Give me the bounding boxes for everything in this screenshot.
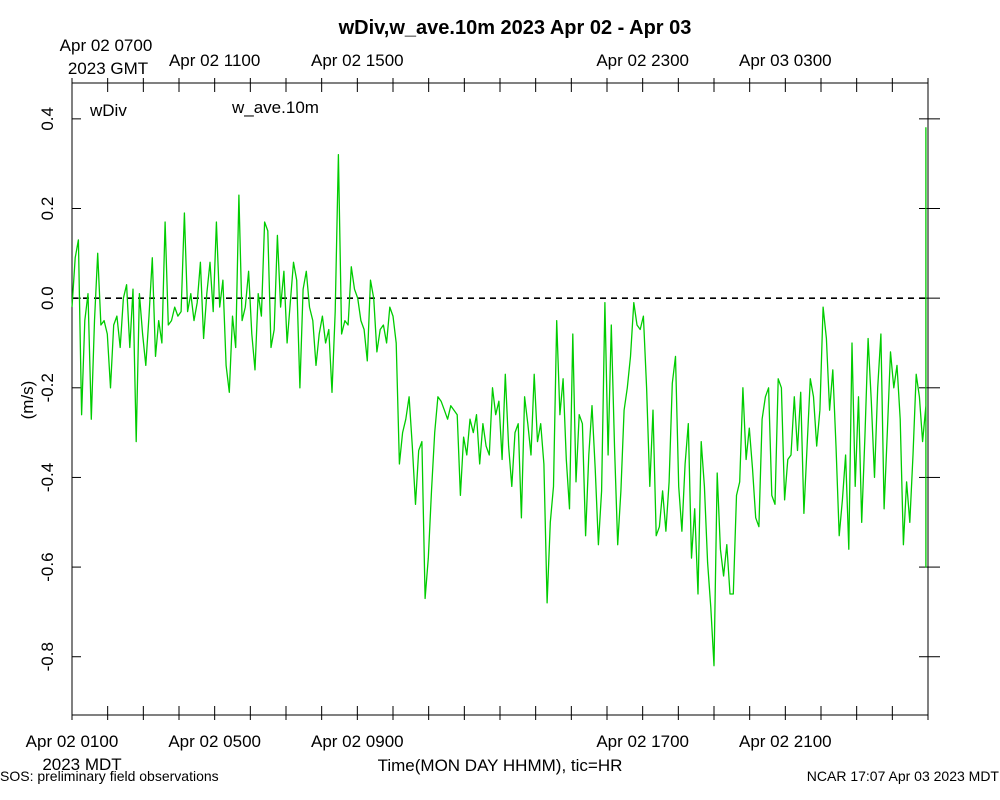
series-group	[71, 127, 927, 667]
bottom-axis-label: Apr 02 0500	[168, 732, 261, 751]
bottom-axis-label: Apr 02 2100	[739, 732, 832, 751]
bottom-axis-label: Apr 02 1700	[596, 732, 689, 751]
y-tick-label: 0.2	[38, 197, 57, 221]
y-tick-label: 0.0	[38, 286, 57, 310]
top-axis-labels: Apr 02 0700 2023 GMT Apr 02 1100 Apr 02 150…	[60, 36, 832, 78]
x-axis-label: Time(MON DAY HHMM), tic=HR	[378, 756, 623, 775]
top-axis-label: Apr 02 0700	[60, 36, 153, 55]
bottom-axis-label: Apr 02 0900	[311, 732, 404, 751]
y-axis-label: (m/s)	[18, 381, 37, 420]
y-tick-label: -0.6	[38, 552, 57, 581]
chart-title: wDiv,w_ave.10m 2023 Apr 02 - Apr 03	[338, 17, 692, 39]
top-axis-label: Apr 02 2300	[596, 51, 689, 70]
series-line-w-ave-10m	[71, 127, 927, 667]
y-tick-label: 0.4	[38, 107, 57, 131]
y-tick-label: -0.2	[38, 373, 57, 402]
top-axis-label: Apr 02 1500	[311, 51, 404, 70]
top-axis-label: Apr 03 0300	[739, 51, 832, 70]
legend-wdiv: wDiv	[89, 101, 127, 120]
y-tick-labels: 0.4 0.2 0.0 -0.2 -0.4 -0.6 -0.8	[38, 107, 57, 671]
bottom-axis-label: Apr 02 0100	[26, 732, 119, 751]
footer-left: SOS: preliminary field observations	[0, 768, 219, 784]
bottom-axis-labels: Apr 02 0100 2023 MDT Apr 02 0500 Apr 02 090…	[26, 732, 832, 774]
bottom-axis-sublabel: 2023 MDT	[42, 755, 121, 774]
top-axis-label: Apr 02 1100	[169, 51, 260, 70]
top-axis-sublabel: 2023 GMT	[68, 59, 148, 78]
legend-w-ave-10m: w_ave.10m	[231, 98, 319, 117]
y-tick-label: -0.8	[38, 642, 57, 671]
plot-frame	[71, 82, 929, 716]
y-tick-label: -0.4	[38, 463, 57, 492]
footer-right: NCAR 17:07 Apr 03 2023 MDT	[807, 768, 1000, 784]
